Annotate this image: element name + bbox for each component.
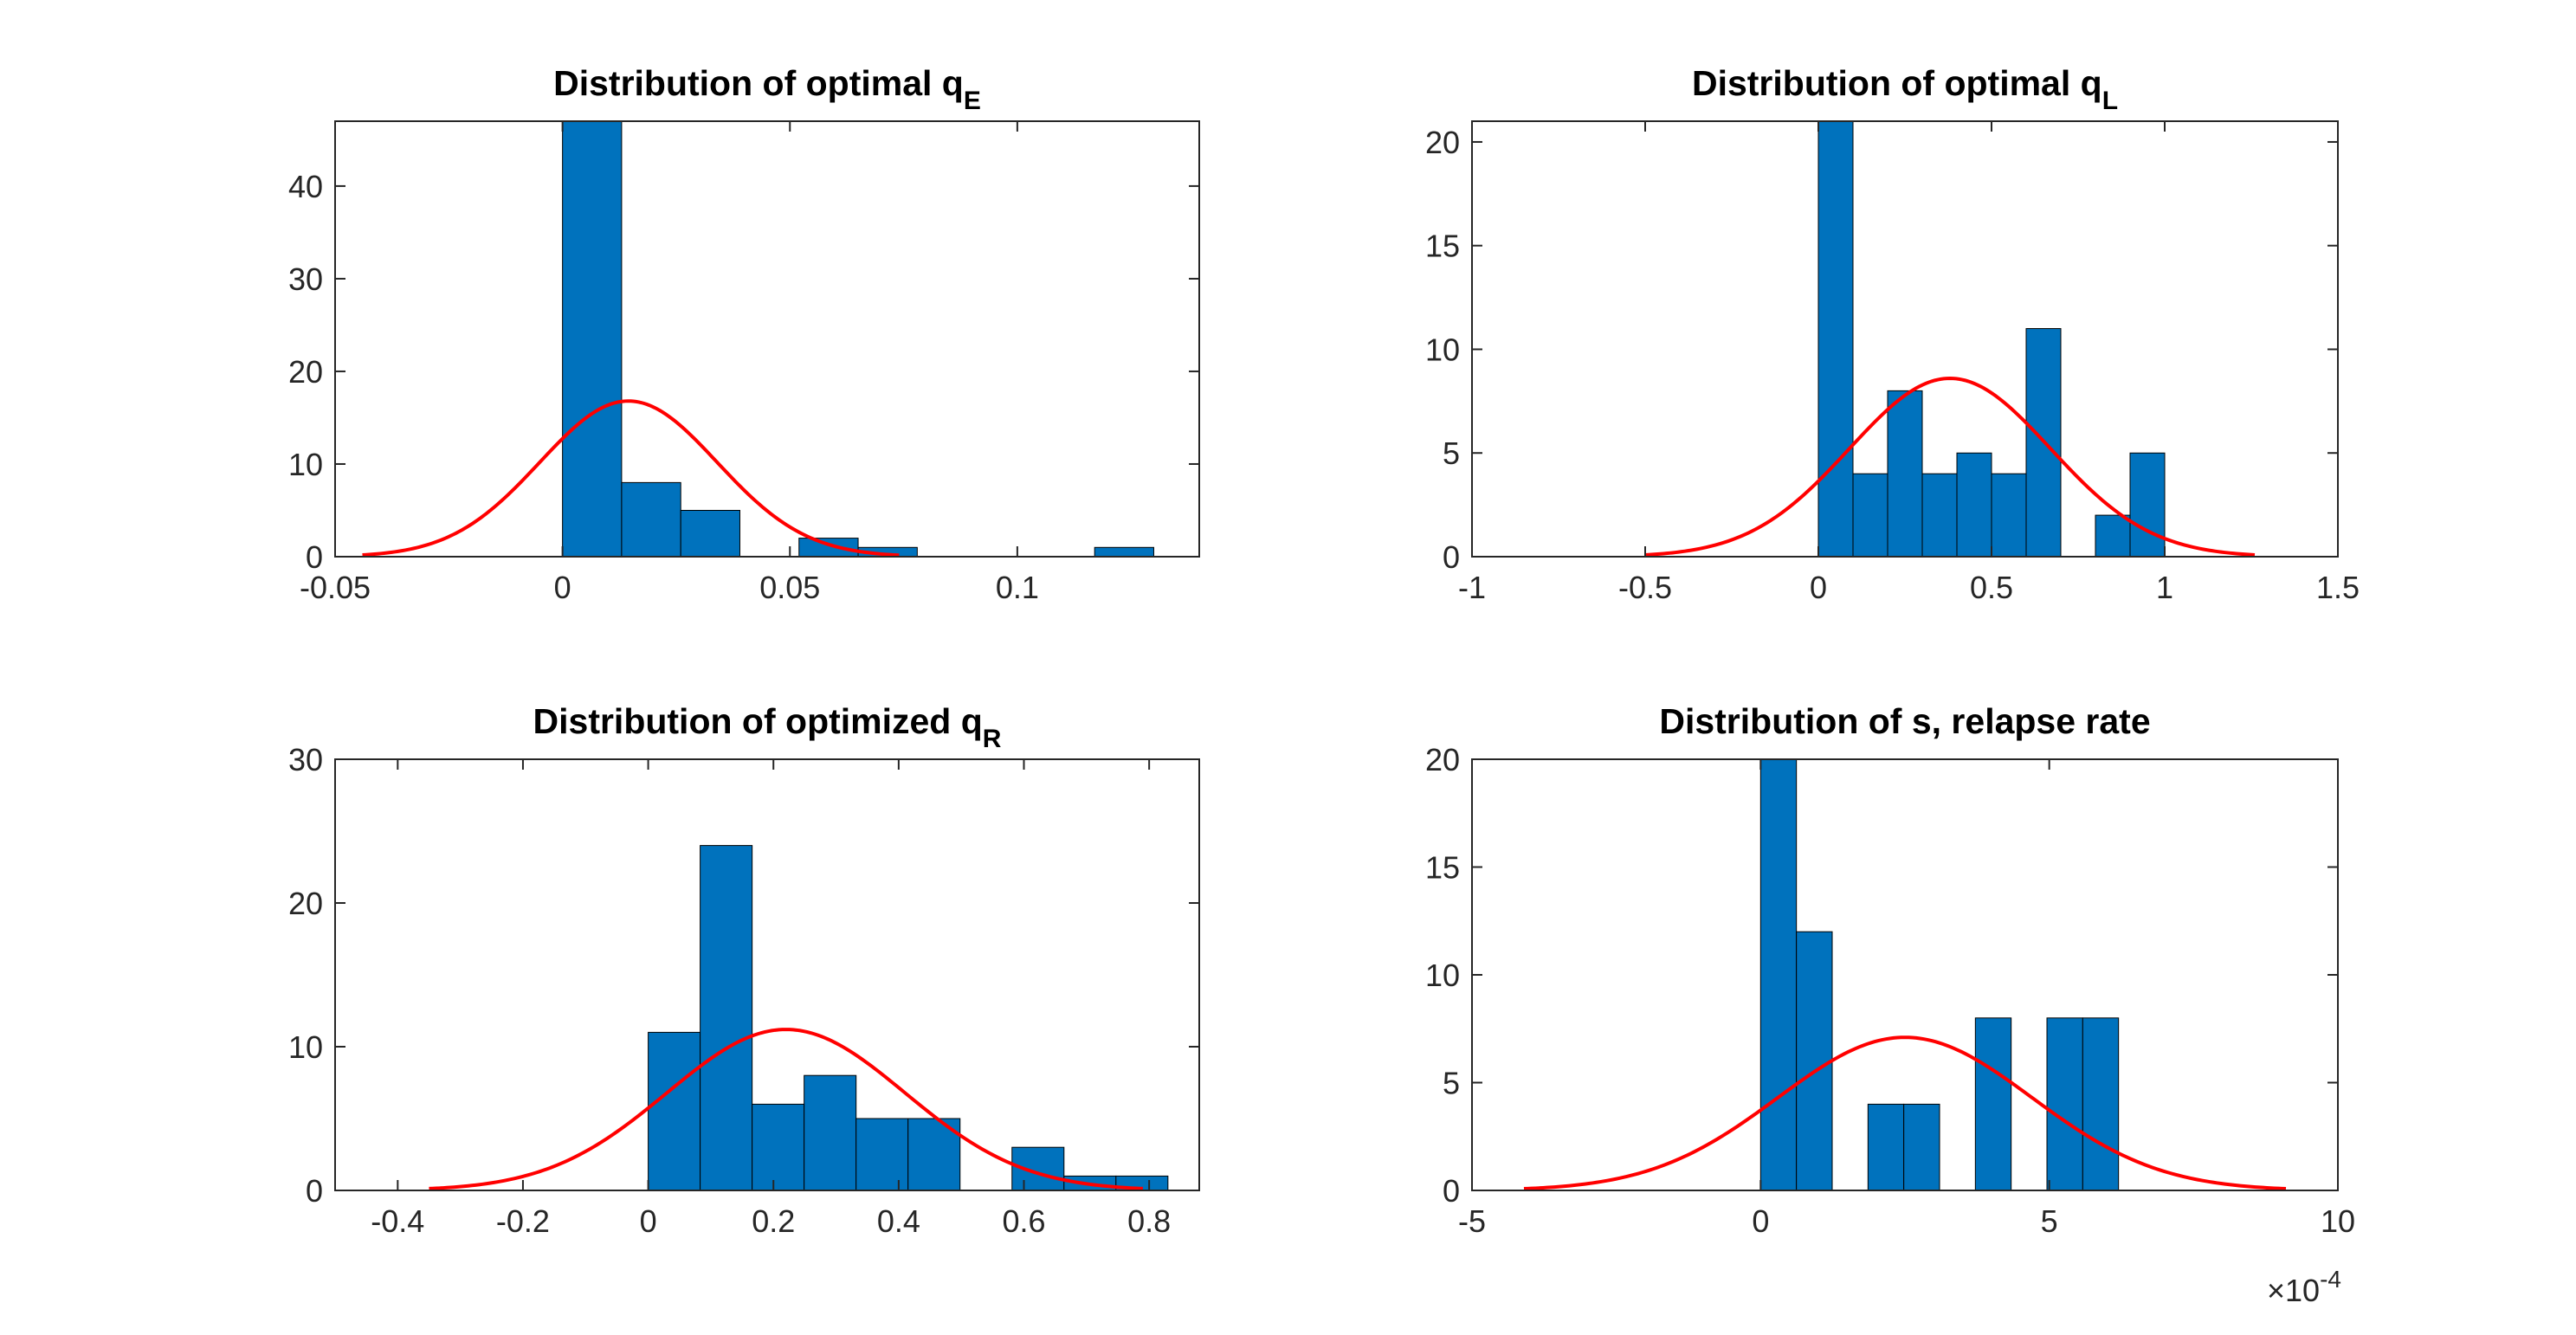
title-subscript: L <box>2102 87 2118 115</box>
x-tick-label: 5 <box>2041 1203 2058 1239</box>
subplot-q-r: -0.4 -0.2 0 0.2 0.4 0.6 0.8 0 10 20 30 Distribution… <box>288 701 1200 1239</box>
subplot-title-l: Distribution of optimal qL <box>1692 63 2118 115</box>
subplot-title-e: Distribution of optimal qE <box>553 63 981 115</box>
title-text: Distribution of s, relapse rate <box>1659 701 2150 741</box>
x-tick-label: -0.4 <box>371 1203 424 1239</box>
histogram-bar <box>562 120 623 558</box>
histogram-bar <box>2129 452 2166 558</box>
x-tick-label: 0.4 <box>877 1203 920 1239</box>
histogram-bar <box>2082 1017 2120 1191</box>
axes-box <box>1471 120 2339 558</box>
histogram-bar <box>752 1103 805 1191</box>
y-tick-label: 5 <box>1443 1066 1460 1101</box>
histogram-bar <box>1921 473 1958 558</box>
normal-fit-curve <box>1523 1035 2287 1191</box>
title-text: Distribution of optimal q <box>553 63 964 103</box>
x-tick-label: 1.5 <box>2316 570 2360 605</box>
histogram-bar <box>1094 546 1154 558</box>
histogram-bar <box>2046 1017 2083 1191</box>
subplot-q-l: -1 -0.5 0 0.5 1 1.5 0 5 10 15 20 Distribution of op… <box>1425 63 2360 605</box>
subplot-title-r: Distribution of optimized qR <box>533 701 1002 753</box>
histogram-bar <box>648 1031 701 1191</box>
y-tick-label: 20 <box>288 354 323 390</box>
x-tick-label: 0.05 <box>759 570 820 605</box>
y-tick-label: 0 <box>306 539 323 575</box>
y-tick-label: 10 <box>288 1029 323 1065</box>
x-tick-label: 1 <box>2156 570 2173 605</box>
histogram-bar <box>1956 452 1992 558</box>
histogram-bar <box>621 481 681 558</box>
histogram-bar <box>700 845 753 1191</box>
y-tick-label: 10 <box>288 447 323 482</box>
x-tick-label: 0.8 <box>1127 1203 1171 1239</box>
normal-fit-curve <box>1644 377 2256 557</box>
title-subscript: R <box>983 725 1002 753</box>
x-tick-label: 0 <box>554 570 571 605</box>
histogram-bar <box>798 538 859 558</box>
x-tick-label: 0 <box>1810 570 1827 605</box>
histogram-bar <box>680 509 740 558</box>
title-text: Distribution of optimized q <box>533 701 983 741</box>
x-tick-label: -5 <box>1458 1203 1486 1239</box>
normal-fit-curve <box>429 1028 1144 1190</box>
y-tick-label: 10 <box>1425 958 1460 993</box>
y-tick-label: 30 <box>288 742 323 777</box>
y-tick-label: 0 <box>306 1173 323 1209</box>
histogram-bar <box>804 1074 857 1191</box>
x-tick-label: 0 <box>1752 1203 1769 1239</box>
histogram-bar <box>2095 514 2131 558</box>
title-text: Distribution of optimal q <box>1692 63 2102 103</box>
histogram-bar <box>1991 473 2027 558</box>
y-tick-label: 30 <box>288 261 323 297</box>
histogram-bar <box>1796 931 1833 1191</box>
x-tick-label: 0.2 <box>752 1203 795 1239</box>
histogram-bar <box>1817 120 1854 558</box>
x-exponent-label: ×10-4 <box>2267 1266 2341 1308</box>
histogram-bar <box>2025 328 2062 558</box>
y-tick-label: 15 <box>1425 229 1460 264</box>
axes-box <box>334 758 1200 1191</box>
x-tick-label: 0 <box>640 1203 657 1239</box>
y-tick-label: 0 <box>1443 1173 1460 1209</box>
y-tick-label: 10 <box>1425 332 1460 367</box>
y-tick-label: 20 <box>288 886 323 921</box>
y-tick-label: 40 <box>288 169 323 204</box>
x-tick-label: -0.2 <box>496 1203 550 1239</box>
y-tick-label: 20 <box>1425 742 1460 777</box>
x-tick-label: -1 <box>1458 570 1486 605</box>
normal-fit-curve <box>362 399 900 558</box>
histogram-bar <box>855 1118 909 1191</box>
histogram-bar <box>1903 1103 1940 1191</box>
axes-box <box>334 120 1200 558</box>
x-tick-label: -0.5 <box>1618 570 1672 605</box>
histogram-bar <box>1852 473 1888 558</box>
x-tick-label: 0.5 <box>1970 570 2013 605</box>
histogram-bar <box>1867 1103 1905 1191</box>
y-tick-label: 20 <box>1425 125 1460 160</box>
title-subscript: E <box>964 87 981 115</box>
y-tick-label: 5 <box>1443 435 1460 471</box>
x-tick-label: 0.1 <box>996 570 1039 605</box>
subplot-title-s: Distribution of s, relapse rate <box>1659 701 2150 741</box>
histogram-bar <box>1887 390 1923 558</box>
y-tick-label: 15 <box>1425 850 1460 886</box>
x-tick-label: -0.05 <box>300 570 371 605</box>
histogram-bar <box>1974 1017 2012 1191</box>
x-tick-label: 10 <box>2321 1203 2355 1239</box>
y-tick-label: 0 <box>1443 539 1460 575</box>
x-tick-label: 0.6 <box>1002 1203 1045 1239</box>
histogram-bar <box>1759 758 1798 1191</box>
